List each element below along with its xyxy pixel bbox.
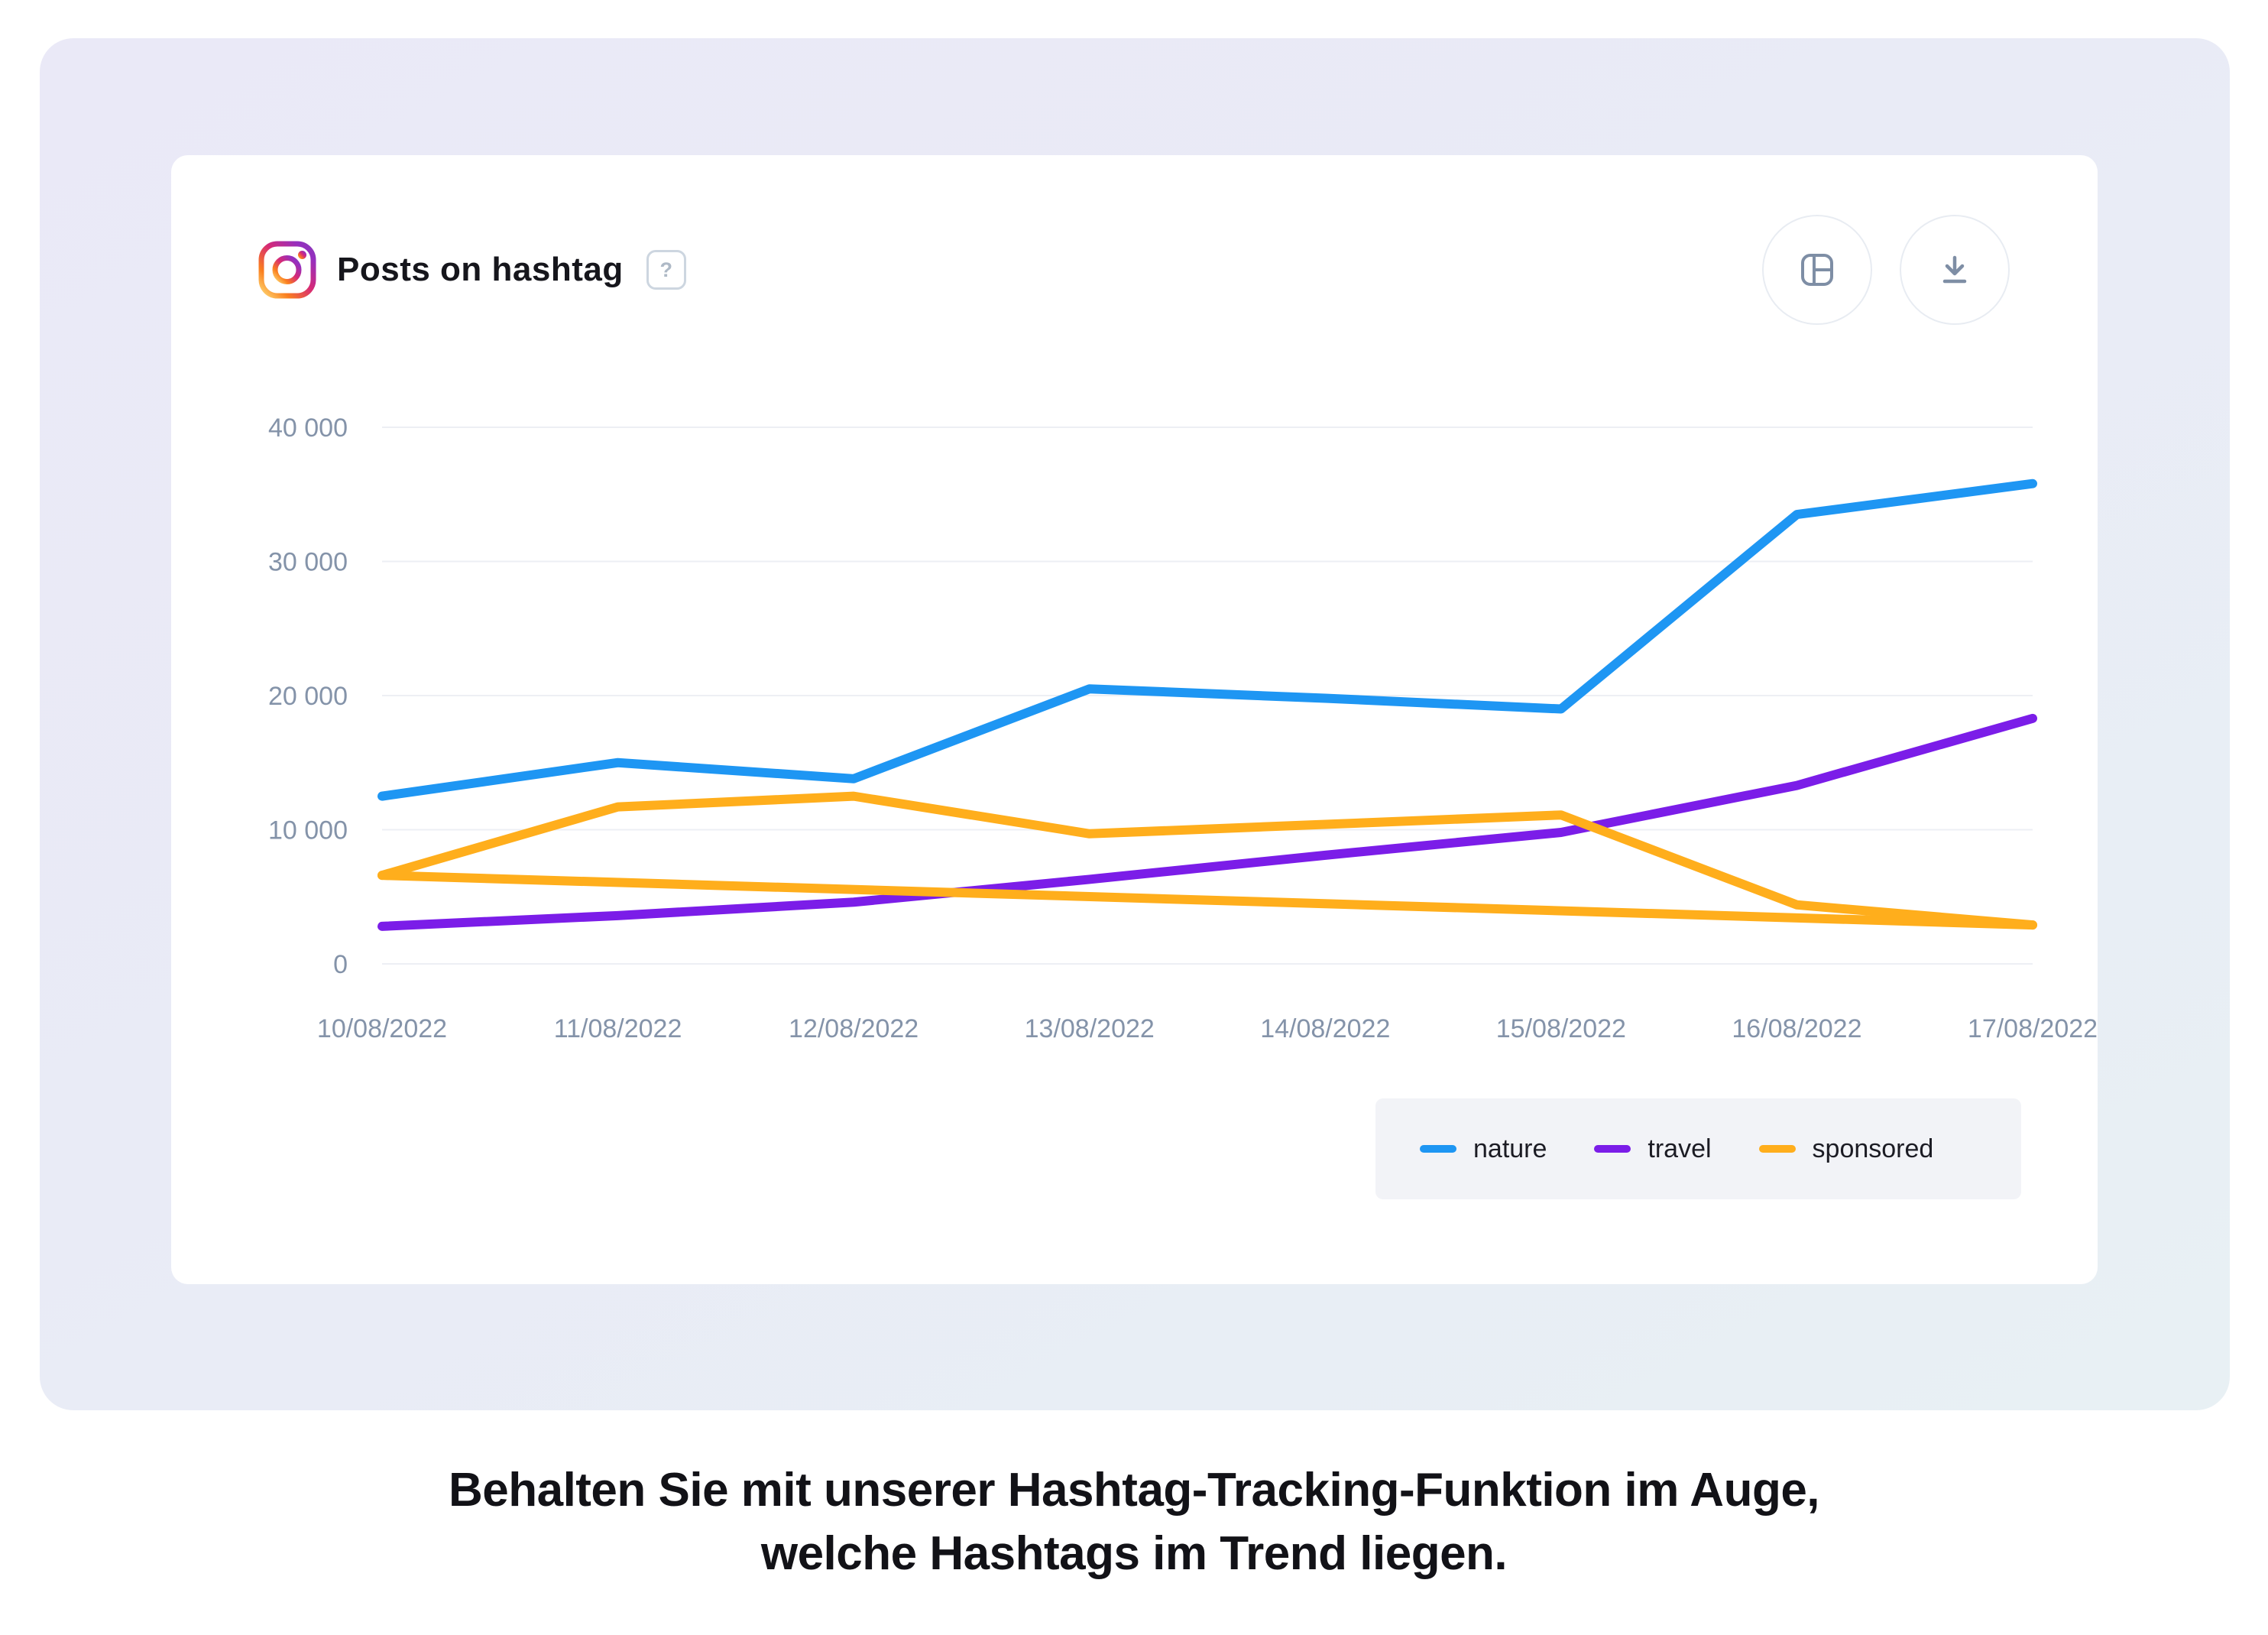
x-tick-label: 14/08/2022 (1260, 1014, 1390, 1043)
hero-panel: Posts on hashtag ? 40 00 (40, 38, 2230, 1410)
y-tick-label: 30 000 (268, 548, 348, 577)
x-tick-label: 12/08/2022 (789, 1014, 919, 1043)
legend-label-nature: nature (1473, 1134, 1547, 1163)
panel-layout-icon (1801, 254, 1833, 286)
x-tick-label: 11/08/2022 (554, 1014, 682, 1043)
caption-line-2: welche Hashtags im Trend liegen. (760, 1527, 1508, 1580)
caption: Behalten Sie mit unserer Hashtag-Trackin… (0, 1458, 2268, 1585)
legend-label-sponsored: sponsored (1812, 1134, 1934, 1163)
y-tick-label: 0 (333, 950, 348, 979)
y-tick-label: 20 000 (268, 682, 348, 711)
x-tick-label: 15/08/2022 (1496, 1014, 1626, 1043)
help-icon[interactable]: ? (646, 250, 686, 290)
x-tick-label: 10/08/2022 (317, 1014, 447, 1043)
panel-layout-button[interactable] (1762, 215, 1872, 325)
series-line-sponsored[interactable] (377, 791, 2037, 930)
legend-item-travel[interactable]: travel (1594, 1134, 1712, 1164)
legend-label-travel: travel (1648, 1134, 1712, 1163)
download-icon (1942, 255, 1967, 284)
series-line-nature[interactable] (377, 478, 2037, 801)
y-tick-label: 10 000 (268, 816, 348, 845)
legend-swatch-sponsored (1758, 1145, 1796, 1153)
chart-legend: nature travel sponsored (1375, 1098, 2021, 1199)
sponsored-return-segment[interactable] (377, 871, 2037, 930)
card-header: Posts on hashtag ? (258, 215, 2010, 325)
x-tick-label: 13/08/2022 (1025, 1014, 1155, 1043)
legend-item-nature[interactable]: nature (1420, 1134, 1547, 1164)
legend-swatch-nature (1420, 1145, 1456, 1153)
series-line-travel[interactable] (377, 713, 2037, 931)
x-tick-label: 17/08/2022 (1968, 1014, 2098, 1043)
chart-card: Posts on hashtag ? 40 00 (171, 155, 2098, 1284)
download-button[interactable] (1900, 215, 2010, 325)
legend-swatch-travel (1594, 1145, 1631, 1153)
instagram-icon (258, 241, 316, 299)
legend-item-sponsored[interactable]: sponsored (1758, 1134, 1934, 1164)
x-tick-label: 16/08/2022 (1732, 1014, 1861, 1043)
caption-line-1: Behalten Sie mit unserer Hashtag-Trackin… (448, 1464, 1820, 1517)
y-tick-label: 40 000 (268, 414, 348, 443)
chart-svg: 40 000 30 000 20 000 10 000 0 10/08/2022 11/08… (268, 414, 2098, 1043)
card-title: Posts on hashtag (337, 251, 624, 288)
